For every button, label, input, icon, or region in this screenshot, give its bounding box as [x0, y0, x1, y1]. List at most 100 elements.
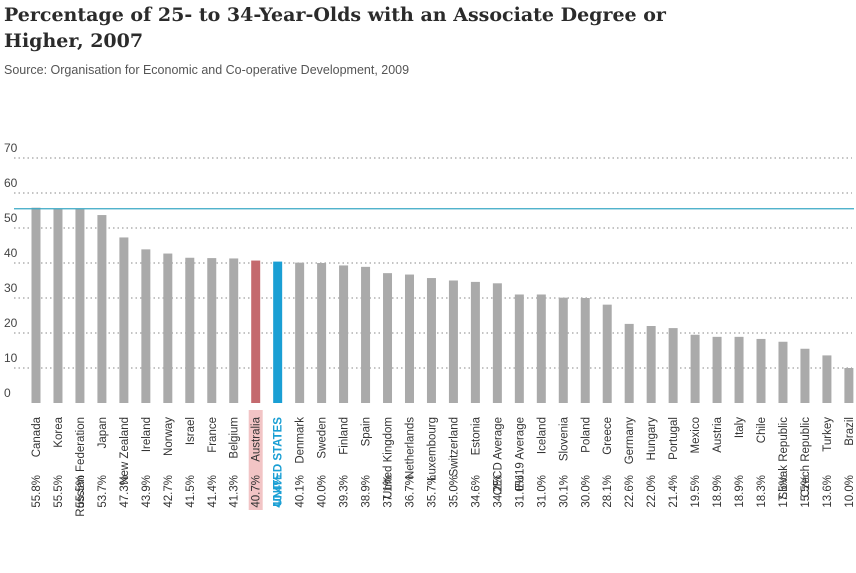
- bar-czech-republic: [800, 348, 810, 403]
- bar-korea: [53, 208, 63, 403]
- bar-austria: [712, 336, 722, 403]
- value-label-portugal: 21.4%: [668, 475, 680, 508]
- category-label-slovenia: Slovenia: [558, 416, 570, 461]
- category-label-russian-federation: Russian Federation: [75, 417, 87, 517]
- bar-united-kingdom: [383, 273, 393, 403]
- value-label-oecd-average: 34.2%: [492, 475, 504, 508]
- category-label-austria: Austria: [712, 416, 724, 452]
- value-label-hungary: 22.0%: [646, 475, 658, 508]
- value-label-estonia: 34.6%: [470, 475, 482, 508]
- category-label-portugal: Portugal: [668, 417, 680, 460]
- bar-luxembourg: [426, 278, 436, 403]
- value-label-france: 41.4%: [207, 475, 219, 508]
- bar-canada: [31, 207, 41, 403]
- bar-hungary: [646, 326, 656, 403]
- category-label-switzerland: Switzerland: [448, 417, 460, 476]
- bar-greece: [602, 304, 612, 403]
- value-label-canada: 55.8%: [31, 475, 43, 508]
- category-label-netherlands: Netherlands: [404, 417, 416, 479]
- value-label-brazil: 10.0%: [844, 475, 856, 508]
- bar-eu19-average: [514, 294, 524, 403]
- value-label-russian-federation: 55.5%: [75, 475, 87, 508]
- value-label-korea: 55.5%: [53, 475, 65, 508]
- category-label-sweden: Sweden: [317, 417, 329, 459]
- category-label-brazil: Brazil: [844, 417, 856, 446]
- category-label-ireland: Ireland: [141, 417, 153, 452]
- category-label-hungary: Hungary: [646, 417, 658, 461]
- bar-germany: [624, 323, 634, 403]
- category-label-israel: Israel: [185, 417, 197, 445]
- y-axis-ticks: 0 10 20 30 40 50 60 70: [4, 141, 18, 400]
- bar-poland: [580, 298, 590, 403]
- bar-denmark: [295, 262, 305, 403]
- category-label-luxembourg: Luxembourg: [426, 417, 438, 481]
- bar-chile: [756, 338, 766, 403]
- value-label-spain: 38.9%: [361, 475, 373, 508]
- bar-netherlands: [404, 274, 414, 403]
- category-label-canada: Canada: [31, 416, 43, 457]
- value-label-italy: 18.9%: [734, 475, 746, 508]
- category-label-finland: Finland: [339, 417, 351, 455]
- value-label-slovak-republic: 17.5%: [778, 475, 790, 508]
- value-label-turkey: 13.6%: [822, 475, 834, 508]
- value-label-japan: 53.7%: [97, 475, 109, 508]
- category-label-japan: Japan: [97, 417, 109, 448]
- category-label-new-zealand: New Zealand: [119, 417, 131, 485]
- bar-russian-federation: [75, 208, 85, 403]
- category-label-australia: Australia: [251, 416, 263, 461]
- value-label-finland: 39.3%: [339, 475, 351, 508]
- bar-japan: [97, 215, 107, 403]
- category-label-oecd-average: OECD Average: [492, 417, 504, 495]
- category-label-korea: Korea: [53, 416, 65, 447]
- value-label-norway: 42.7%: [163, 475, 175, 508]
- y-tick-label-40: 40: [4, 246, 18, 260]
- value-label-switzerland: 35.0%: [448, 475, 460, 508]
- value-label-ireland: 43.9%: [141, 475, 153, 508]
- value-label-united-states: 40.4%: [273, 475, 285, 508]
- bar-mexico: [690, 334, 700, 403]
- category-label-iceland: Iceland: [536, 417, 548, 454]
- category-label-poland: Poland: [580, 417, 592, 453]
- y-tick-label-60: 60: [4, 176, 18, 190]
- category-label-belgium: Belgium: [229, 417, 241, 459]
- bar-slovenia: [558, 297, 568, 403]
- category-label-mexico: Mexico: [690, 417, 702, 453]
- value-label-belgium: 41.3%: [229, 475, 241, 508]
- y-tick-label-20: 20: [4, 316, 18, 330]
- bar-italy: [734, 336, 744, 403]
- y-tick-label-70: 70: [4, 141, 18, 155]
- y-tick-label-0: 0: [4, 386, 11, 400]
- y-tick-label-30: 30: [4, 281, 18, 295]
- bar-sweden: [317, 263, 327, 403]
- bar-estonia: [470, 281, 480, 403]
- bar-france: [207, 258, 217, 403]
- chart-title: Percentage of 25- to 34-Year-Olds with a…: [4, 4, 666, 52]
- value-label-poland: 30.0%: [580, 475, 592, 508]
- value-label-germany: 22.6%: [624, 475, 636, 508]
- bar-slovak-republic: [778, 341, 788, 403]
- category-label-norway: Norway: [163, 417, 175, 456]
- category-label-france: France: [207, 417, 219, 453]
- category-label-denmark: Denmark: [295, 417, 307, 464]
- category-label-slovak-republic: Slovak Republic: [778, 417, 790, 500]
- value-label-denmark: 40.1%: [295, 475, 307, 508]
- y-tick-label-50: 50: [4, 211, 18, 225]
- value-label-sweden: 40.0%: [317, 475, 329, 508]
- value-label-mexico: 19.5%: [690, 475, 702, 508]
- value-label-australia: 40.7%: [251, 475, 263, 508]
- value-label-czech-republic: 15.5%: [800, 475, 812, 508]
- bar-australia: [251, 260, 261, 403]
- bar-ireland: [141, 249, 151, 403]
- value-label-iceland: 31.0%: [536, 475, 548, 508]
- bar-switzerland: [448, 280, 458, 403]
- y-tick-label-10: 10: [4, 351, 18, 365]
- bar-norway: [163, 253, 173, 403]
- bars: [31, 207, 854, 403]
- value-label-eu19-average: 31.0%: [514, 475, 526, 508]
- bar-portugal: [668, 328, 678, 403]
- bar-united-states: [273, 261, 283, 403]
- category-label-germany: Germany: [624, 417, 636, 465]
- category-label-united-kingdom: United Kingdom: [383, 417, 395, 499]
- bar-brazil: [844, 368, 854, 403]
- category-label-chile: Chile: [756, 417, 768, 443]
